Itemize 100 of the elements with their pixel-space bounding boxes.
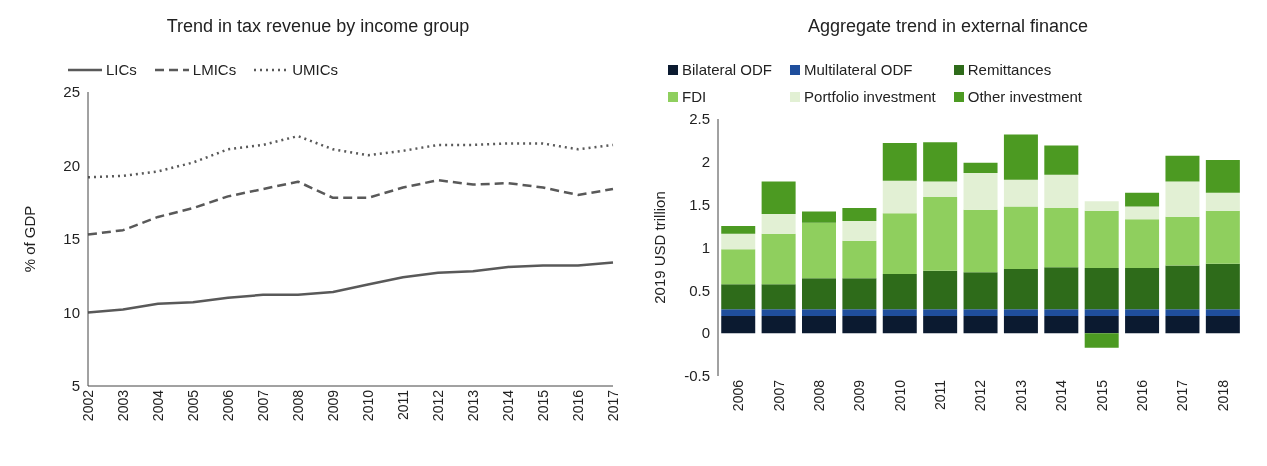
bar	[1205, 309, 1240, 317]
bar	[1084, 201, 1119, 211]
x-tick-label: 2004	[149, 389, 166, 422]
bar	[963, 272, 998, 310]
x-tick-label: 2008	[289, 389, 306, 422]
x-tick-label: 2002	[79, 389, 96, 422]
bar	[1084, 309, 1119, 317]
bar	[1125, 309, 1160, 317]
chart-title: Trend in tax revenue by income group	[165, 16, 471, 37]
bar	[923, 196, 958, 271]
bar	[761, 233, 796, 285]
bar	[1125, 268, 1160, 310]
bar	[1125, 219, 1160, 269]
bar	[842, 208, 877, 221]
x-tick-label: 2012	[972, 379, 989, 412]
x-tick-label: 2009	[324, 389, 341, 422]
bar	[761, 284, 796, 310]
bar	[761, 309, 796, 317]
x-tick-label: 2007	[770, 379, 787, 412]
bar	[842, 240, 877, 279]
legend-label: LMICs	[192, 61, 237, 78]
bar	[1165, 309, 1200, 317]
bar	[842, 309, 877, 317]
bar	[1205, 263, 1240, 310]
bar	[1125, 316, 1160, 334]
bar	[923, 309, 958, 317]
bar	[1165, 216, 1200, 266]
y-tick-label: 2	[701, 153, 710, 171]
bar	[963, 162, 998, 173]
bar	[923, 270, 958, 310]
x-tick-label: 2016	[1133, 379, 1150, 412]
bar	[802, 278, 836, 310]
line-series	[86, 134, 615, 179]
y-axis-title: % of GDP	[21, 205, 39, 273]
bar	[1044, 145, 1079, 175]
y-tick-label: 0.5	[689, 281, 710, 299]
x-tick-label: 2012	[429, 389, 446, 422]
x-tick-label: 2010	[359, 389, 376, 422]
y-tick-label: 20	[63, 156, 80, 174]
bar	[1125, 206, 1160, 220]
bar	[721, 249, 756, 285]
bar	[1044, 309, 1079, 317]
legend-label: Bilateral ODF	[682, 61, 773, 78]
bar	[1205, 210, 1240, 264]
bar	[963, 172, 998, 210]
x-tick-label: 2018	[1214, 379, 1231, 412]
x-tick-label: 2006	[730, 379, 747, 412]
bar	[802, 222, 836, 279]
bar	[963, 309, 998, 317]
bar	[721, 284, 756, 310]
line-series	[86, 178, 615, 236]
chart-title: Aggregate trend in external finance	[806, 16, 1090, 37]
bar	[1084, 210, 1119, 269]
bar	[1044, 267, 1079, 310]
legend-label: FDI	[682, 88, 707, 105]
bar	[1125, 192, 1160, 207]
bar	[721, 233, 756, 250]
line-series	[86, 261, 615, 314]
bar	[882, 274, 917, 310]
y-tick-label: 25	[63, 83, 80, 101]
bar	[882, 316, 917, 334]
bar	[1165, 155, 1200, 182]
bar	[1205, 192, 1240, 211]
bar	[963, 316, 998, 334]
bar	[761, 214, 796, 234]
bar	[1003, 179, 1038, 207]
legend-label: LICs	[106, 61, 137, 78]
bar	[882, 180, 917, 214]
x-tick-label: 2016	[569, 389, 586, 422]
bar	[761, 181, 796, 215]
bar	[842, 278, 877, 310]
bar	[882, 142, 917, 181]
x-tick-label: 2017	[1174, 379, 1191, 412]
bar	[882, 309, 917, 317]
bar	[1205, 160, 1240, 193]
bar	[1044, 208, 1079, 268]
bar	[1165, 265, 1200, 310]
bar	[1003, 309, 1038, 317]
bar	[721, 226, 756, 234]
bar	[963, 209, 998, 273]
bar	[721, 316, 756, 334]
y-tick-label: 1	[701, 238, 710, 256]
bar	[1084, 268, 1119, 310]
x-tick-label: 2010	[891, 379, 908, 412]
bar	[923, 316, 958, 334]
bar	[1003, 268, 1038, 310]
bar	[802, 316, 836, 334]
bar	[1044, 174, 1079, 209]
bar	[923, 142, 958, 182]
bar	[1084, 333, 1119, 348]
bar	[721, 309, 756, 317]
x-tick-label: 2014	[499, 389, 516, 422]
bar	[1003, 134, 1038, 180]
bar	[882, 213, 917, 275]
x-tick-label: 2006	[219, 389, 236, 422]
x-tick-label: 2013	[1012, 379, 1029, 412]
y-tick-label: 1.5	[689, 195, 710, 213]
bar	[802, 309, 836, 317]
bar	[842, 220, 877, 241]
y-tick-label: 2.5	[689, 110, 710, 128]
